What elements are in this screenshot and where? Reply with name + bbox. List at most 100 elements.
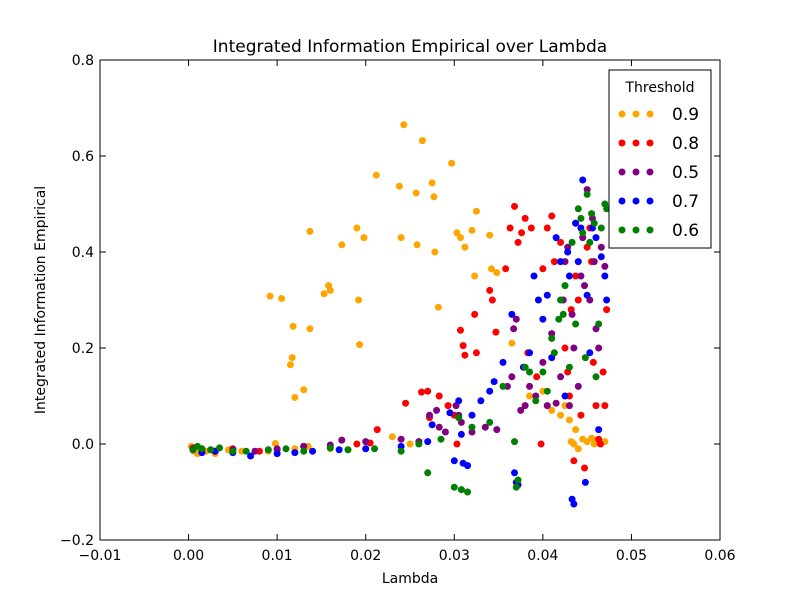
- data-point: [579, 229, 587, 237]
- data-point: [453, 229, 461, 237]
- data-point: [603, 205, 611, 213]
- data-point: [511, 202, 519, 210]
- ticks-layer: −0.01 0.00 0.01 0.02 0.03 0.04 0.05 0.06 −0.2 0.0…: [60, 53, 736, 564]
- data-point: [570, 440, 578, 448]
- data-point: [548, 334, 556, 342]
- data-point: [306, 227, 314, 235]
- data-point: [373, 426, 381, 434]
- data-point: [355, 296, 363, 304]
- data-point: [532, 397, 540, 405]
- legend-marker: [632, 110, 640, 118]
- y-axis-label: Integrated Information Empirical: [33, 186, 49, 414]
- data-point: [590, 219, 598, 227]
- data-point: [499, 382, 507, 390]
- data-point: [539, 358, 547, 366]
- data-point: [568, 310, 576, 318]
- data-point: [300, 442, 308, 450]
- data-point: [512, 483, 520, 491]
- data-point: [581, 478, 589, 486]
- legend-marker: [618, 139, 626, 147]
- data-point: [477, 397, 485, 405]
- data-point: [464, 488, 472, 496]
- data-point: [418, 137, 426, 145]
- legend-marker: [618, 110, 626, 118]
- data-point: [574, 258, 582, 266]
- data-point: [229, 447, 237, 455]
- data-point: [557, 258, 565, 266]
- data-point: [468, 428, 476, 436]
- data-point: [326, 444, 334, 452]
- data-point: [557, 296, 565, 304]
- data-point: [453, 440, 461, 448]
- data-point: [592, 373, 600, 381]
- data-point: [521, 363, 529, 371]
- data-point: [526, 392, 534, 400]
- data-point: [444, 402, 452, 410]
- data-point: [338, 436, 346, 444]
- data-point: [589, 358, 597, 366]
- data-point: [326, 286, 334, 294]
- data-point: [565, 402, 573, 410]
- data-point: [471, 310, 479, 318]
- data-point: [511, 469, 519, 477]
- data-point: [353, 440, 361, 448]
- data-point: [372, 171, 380, 179]
- data-point: [486, 418, 494, 426]
- data-point: [532, 392, 540, 400]
- data-point: [597, 243, 605, 251]
- data-point: [521, 402, 529, 410]
- data-point: [548, 212, 556, 220]
- data-point: [472, 349, 480, 357]
- data-point: [577, 214, 585, 222]
- data-point: [526, 368, 534, 376]
- data-point: [574, 382, 582, 390]
- data-point: [300, 386, 308, 394]
- data-point: [288, 354, 296, 362]
- data-point: [543, 387, 551, 395]
- data-point: [508, 373, 516, 381]
- y-tick-label: 0.8: [72, 53, 94, 69]
- data-point: [588, 210, 596, 218]
- data-point: [539, 368, 547, 376]
- data-point: [446, 409, 454, 417]
- data-point: [564, 243, 572, 251]
- data-point: [291, 449, 299, 457]
- data-point: [271, 440, 279, 448]
- data-point: [490, 378, 498, 386]
- data-point: [508, 310, 516, 318]
- data-point: [468, 411, 476, 419]
- legend-entry: 0.8: [618, 134, 699, 154]
- data-point: [511, 438, 519, 446]
- data-point: [512, 315, 520, 323]
- data-point: [565, 416, 573, 424]
- data-point: [437, 435, 445, 443]
- data-point: [418, 388, 426, 396]
- legend: Threshold 0.9 0.8 0.5 0.7 0.6: [608, 69, 712, 249]
- data-point: [207, 446, 215, 454]
- data-point: [570, 500, 578, 508]
- data-point: [527, 224, 535, 232]
- data-point: [592, 234, 600, 242]
- data-point: [572, 219, 580, 227]
- data-point: [596, 440, 604, 448]
- data-point: [424, 387, 432, 395]
- data-point: [464, 462, 472, 470]
- data-point: [581, 354, 589, 362]
- legend-marker: [646, 139, 654, 147]
- data-point: [568, 238, 576, 246]
- legend-marker: [632, 168, 640, 176]
- data-point: [583, 186, 591, 194]
- data-point: [412, 189, 420, 197]
- data-point: [461, 243, 469, 251]
- data-point: [579, 176, 587, 184]
- data-point: [493, 269, 501, 277]
- x-tick-label: 0.06: [704, 548, 735, 564]
- data-point: [266, 292, 274, 300]
- data-point: [583, 291, 591, 299]
- y-tick-label: −0.2: [60, 533, 94, 549]
- data-point: [586, 238, 594, 246]
- data-point: [306, 325, 314, 333]
- data-point: [247, 452, 255, 460]
- data-point: [425, 411, 433, 419]
